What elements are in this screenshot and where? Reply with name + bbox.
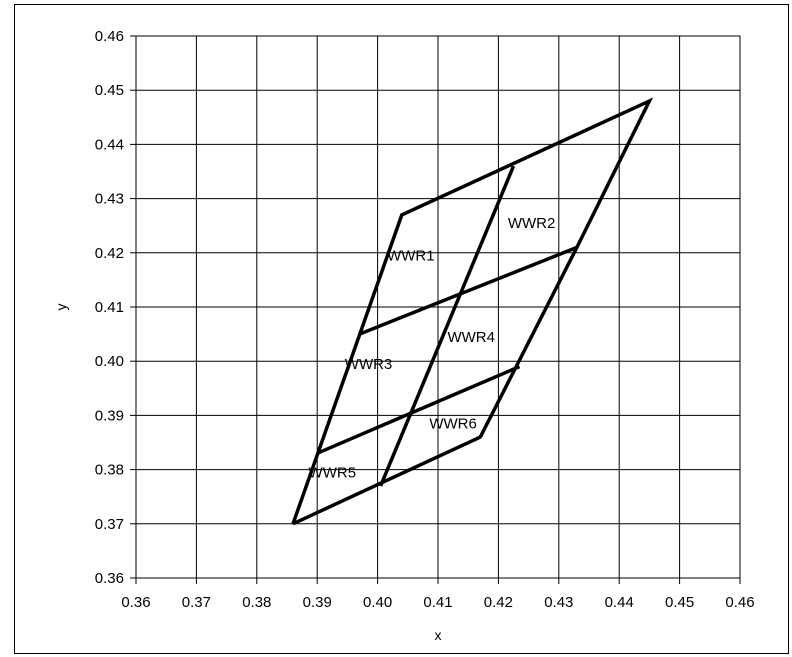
grid-line-series-2	[358, 245, 578, 336]
region-label-wwr3: WWR3	[345, 356, 393, 373]
region-label-wwr1: WWR1	[387, 248, 435, 265]
y-tick-label: 0.41	[95, 299, 124, 316]
x-tick-label: 0.37	[182, 594, 211, 611]
x-tick-label: 0.44	[605, 594, 634, 611]
y-tick-label: 0.37	[95, 516, 124, 533]
region-label-wwr2: WWR2	[508, 215, 556, 232]
x-tick-label: 0.38	[242, 594, 271, 611]
y-tick-label: 0.45	[95, 82, 124, 99]
y-tick-label: 0.42	[95, 245, 124, 262]
region-label-wwr4: WWR4	[447, 329, 495, 346]
x-tick-label: 0.46	[725, 594, 754, 611]
region-label-wwr6: WWR6	[429, 416, 477, 433]
x-tick-label: 0.43	[544, 594, 573, 611]
y-tick-label: 0.46	[95, 28, 124, 45]
x-tick-label: 0.36	[121, 594, 150, 611]
y-tick-label: 0.39	[95, 407, 124, 424]
x-tick-label: 0.42	[484, 594, 513, 611]
x-tick-label: 0.41	[423, 594, 452, 611]
y-tick-label: 0.44	[95, 136, 124, 153]
x-tick-label: 0.45	[665, 594, 694, 611]
x-tick-label: 0.40	[363, 594, 392, 611]
y-tick-label: 0.38	[95, 462, 124, 479]
grid-line-series-1	[291, 97, 654, 526]
x-tick-label: 0.39	[303, 594, 332, 611]
grid-line-series-3	[316, 364, 521, 455]
y-axis-title: y	[53, 304, 69, 311]
y-tick-label: 0.36	[95, 570, 124, 587]
y-tick-label: 0.43	[95, 191, 124, 208]
region-label-wwr5: WWR5	[309, 464, 357, 481]
x-axis-title: x	[435, 627, 442, 643]
chart-frame	[14, 4, 789, 654]
grid-line-series-4	[378, 165, 516, 487]
y-tick-label: 0.40	[95, 353, 124, 370]
